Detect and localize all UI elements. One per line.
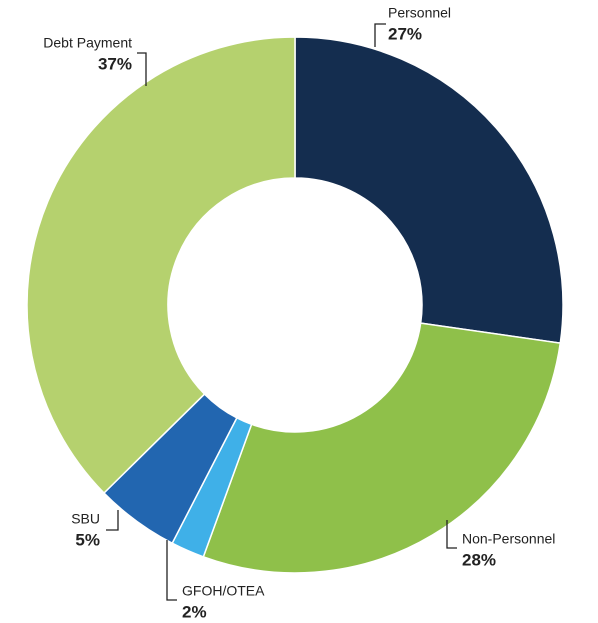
value-label: 5% (75, 530, 100, 549)
value-label: 2% (182, 602, 207, 621)
leader-line (166, 540, 177, 601)
value-label: 28% (462, 550, 496, 569)
leader-line (106, 510, 119, 531)
slice-label: GFOH/OTEA (182, 583, 265, 599)
leader-line (446, 520, 457, 549)
leader-line (374, 23, 386, 47)
donut-slice (294, 36, 564, 344)
slice-label: Non-Personnel (462, 531, 555, 547)
slice-label: Personnel (388, 5, 451, 21)
value-label: 27% (388, 24, 422, 43)
donut-slice (202, 322, 562, 574)
donut-slice (26, 36, 296, 495)
value-label: 37% (98, 54, 132, 73)
slice-label: Debt Payment (43, 35, 132, 51)
slice-label: SBU (71, 511, 100, 527)
leader-line (137, 52, 147, 86)
